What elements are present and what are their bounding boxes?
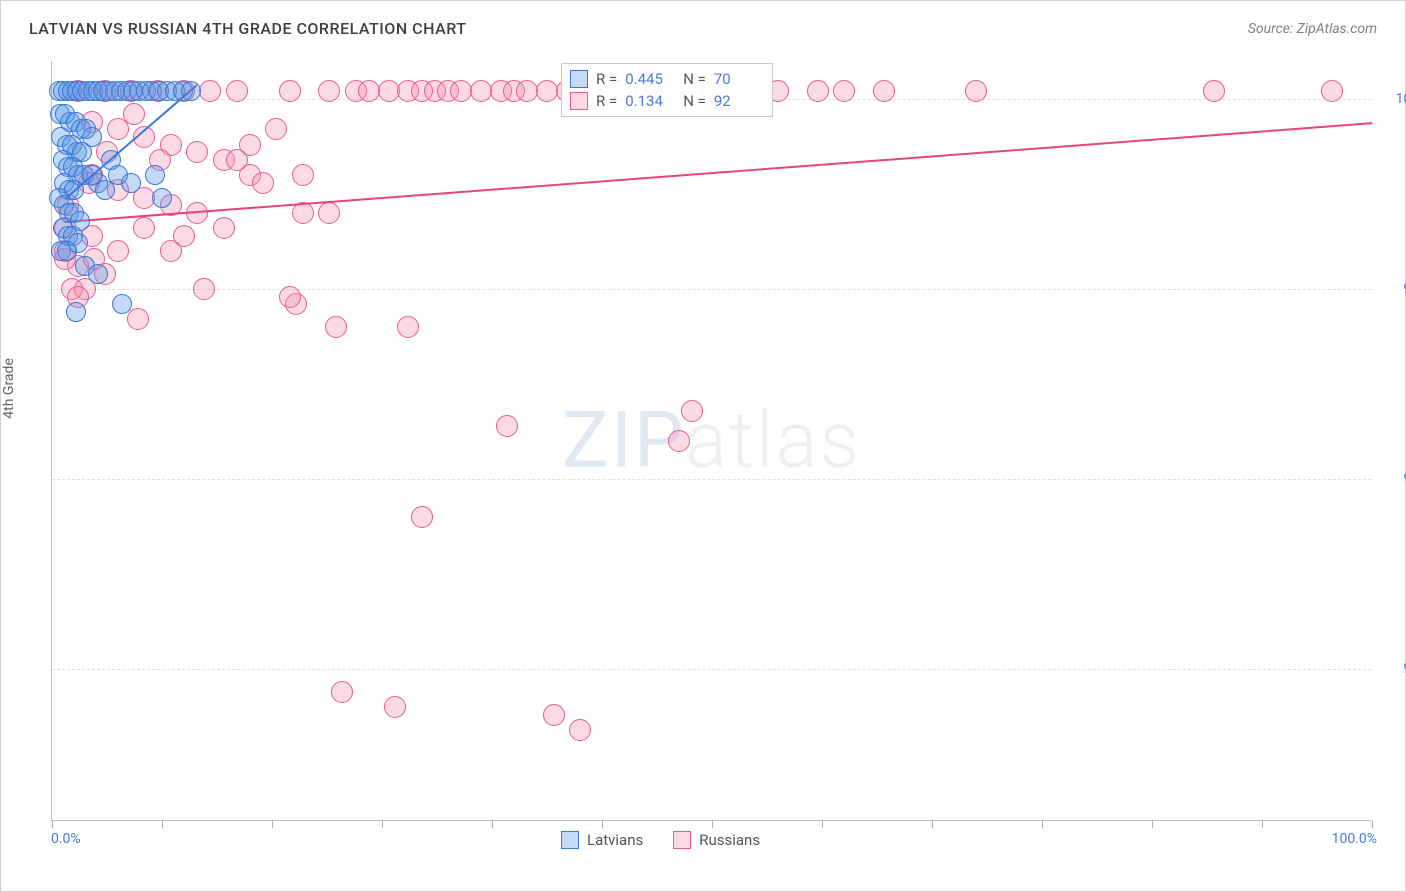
- xaxis-max-label: 100.0%: [1332, 831, 1377, 847]
- scatter-point-russians: [681, 400, 703, 422]
- scatter-point-russians: [123, 103, 145, 125]
- scatter-point-russians: [279, 80, 301, 102]
- scatter-point-russians: [873, 80, 895, 102]
- xtick: [1042, 820, 1043, 828]
- scatter-point-latvians: [152, 188, 172, 208]
- gridline: [52, 479, 1371, 480]
- xtick: [822, 820, 823, 828]
- scatter-point-russians: [358, 80, 380, 102]
- ytick-label: 95.0%: [1381, 471, 1406, 487]
- yaxis-title: 4th Grade: [1, 358, 17, 419]
- scatter-point-russians: [186, 141, 208, 163]
- scatter-point-latvians: [145, 165, 165, 185]
- scatter-point-latvians: [66, 302, 86, 322]
- ytick-label: 100.0%: [1381, 91, 1406, 107]
- legend-item-latvians: Latvians: [561, 831, 643, 849]
- scatter-point-russians: [127, 308, 149, 330]
- scatter-point-russians: [536, 80, 558, 102]
- scatter-point-russians: [173, 225, 195, 247]
- scatter-point-russians: [279, 286, 301, 308]
- chart-title: LATVIAN VS RUSSIAN 4TH GRADE CORRELATION…: [29, 19, 466, 38]
- swatch-russians: [570, 92, 588, 110]
- bottom-legend: Latvians Russians: [561, 831, 760, 849]
- swatch-latvians: [570, 70, 588, 88]
- scatter-point-russians: [252, 172, 274, 194]
- scatter-point-russians: [1321, 80, 1343, 102]
- scatter-point-russians: [331, 681, 353, 703]
- xtick: [712, 820, 713, 828]
- scatter-point-russians: [193, 278, 215, 300]
- scatter-point-russians: [965, 80, 987, 102]
- scatter-point-russians: [318, 202, 340, 224]
- scatter-point-russians: [378, 80, 400, 102]
- stats-legend: R = 0.445 N = 70 R = 0.134 N = 92: [561, 63, 773, 117]
- scatter-point-russians: [107, 240, 129, 262]
- plot-area: ZIPatlas 92.5%95.0%97.5%100.0%: [51, 61, 1371, 821]
- swatch-latvians-icon: [561, 831, 579, 849]
- scatter-point-russians: [265, 118, 287, 140]
- scatter-point-russians: [807, 80, 829, 102]
- xtick: [52, 820, 53, 828]
- ytick-label: 92.5%: [1381, 661, 1406, 677]
- scatter-point-russians: [384, 696, 406, 718]
- xtick: [162, 820, 163, 828]
- swatch-russians-icon: [673, 831, 691, 849]
- scatter-point-russians: [496, 415, 518, 437]
- xtick: [932, 820, 933, 828]
- scatter-point-russians: [199, 80, 221, 102]
- scatter-point-russians: [411, 506, 433, 528]
- scatter-point-latvians: [121, 173, 141, 193]
- scatter-point-russians: [133, 217, 155, 239]
- stats-row-russians: R = 0.134 N = 92: [570, 90, 764, 112]
- scatter-point-latvians: [57, 241, 77, 261]
- xtick: [382, 820, 383, 828]
- scatter-point-russians: [470, 80, 492, 102]
- scatter-point-russians: [226, 80, 248, 102]
- scatter-point-russians: [397, 316, 419, 338]
- scatter-point-russians: [833, 80, 855, 102]
- xtick: [272, 820, 273, 828]
- scatter-point-latvians: [112, 294, 132, 314]
- scatter-point-russians: [318, 80, 340, 102]
- xtick: [602, 820, 603, 828]
- scatter-point-russians: [450, 80, 472, 102]
- chart-container: LATVIAN VS RUSSIAN 4TH GRADE CORRELATION…: [0, 0, 1406, 892]
- ytick-label: 97.5%: [1381, 281, 1406, 297]
- watermark: ZIPatlas: [562, 395, 861, 486]
- scatter-point-russians: [1203, 80, 1225, 102]
- gridline: [52, 289, 1371, 290]
- scatter-point-russians: [569, 719, 591, 741]
- xtick: [492, 820, 493, 828]
- scatter-point-russians: [543, 704, 565, 726]
- scatter-point-russians: [226, 149, 248, 171]
- scatter-point-russians: [213, 217, 235, 239]
- scatter-point-russians: [292, 164, 314, 186]
- xaxis-min-label: 0.0%: [51, 831, 81, 847]
- scatter-point-russians: [516, 80, 538, 102]
- scatter-point-russians: [668, 430, 690, 452]
- scatter-point-russians: [325, 316, 347, 338]
- xtick: [1262, 820, 1263, 828]
- source-label: Source: ZipAtlas.com: [1248, 21, 1377, 37]
- xtick: [1152, 820, 1153, 828]
- scatter-point-latvians: [88, 264, 108, 284]
- stats-row-latvians: R = 0.445 N = 70: [570, 68, 764, 90]
- legend-item-russians: Russians: [673, 831, 760, 849]
- xtick: [1372, 820, 1373, 828]
- gridline: [52, 669, 1371, 670]
